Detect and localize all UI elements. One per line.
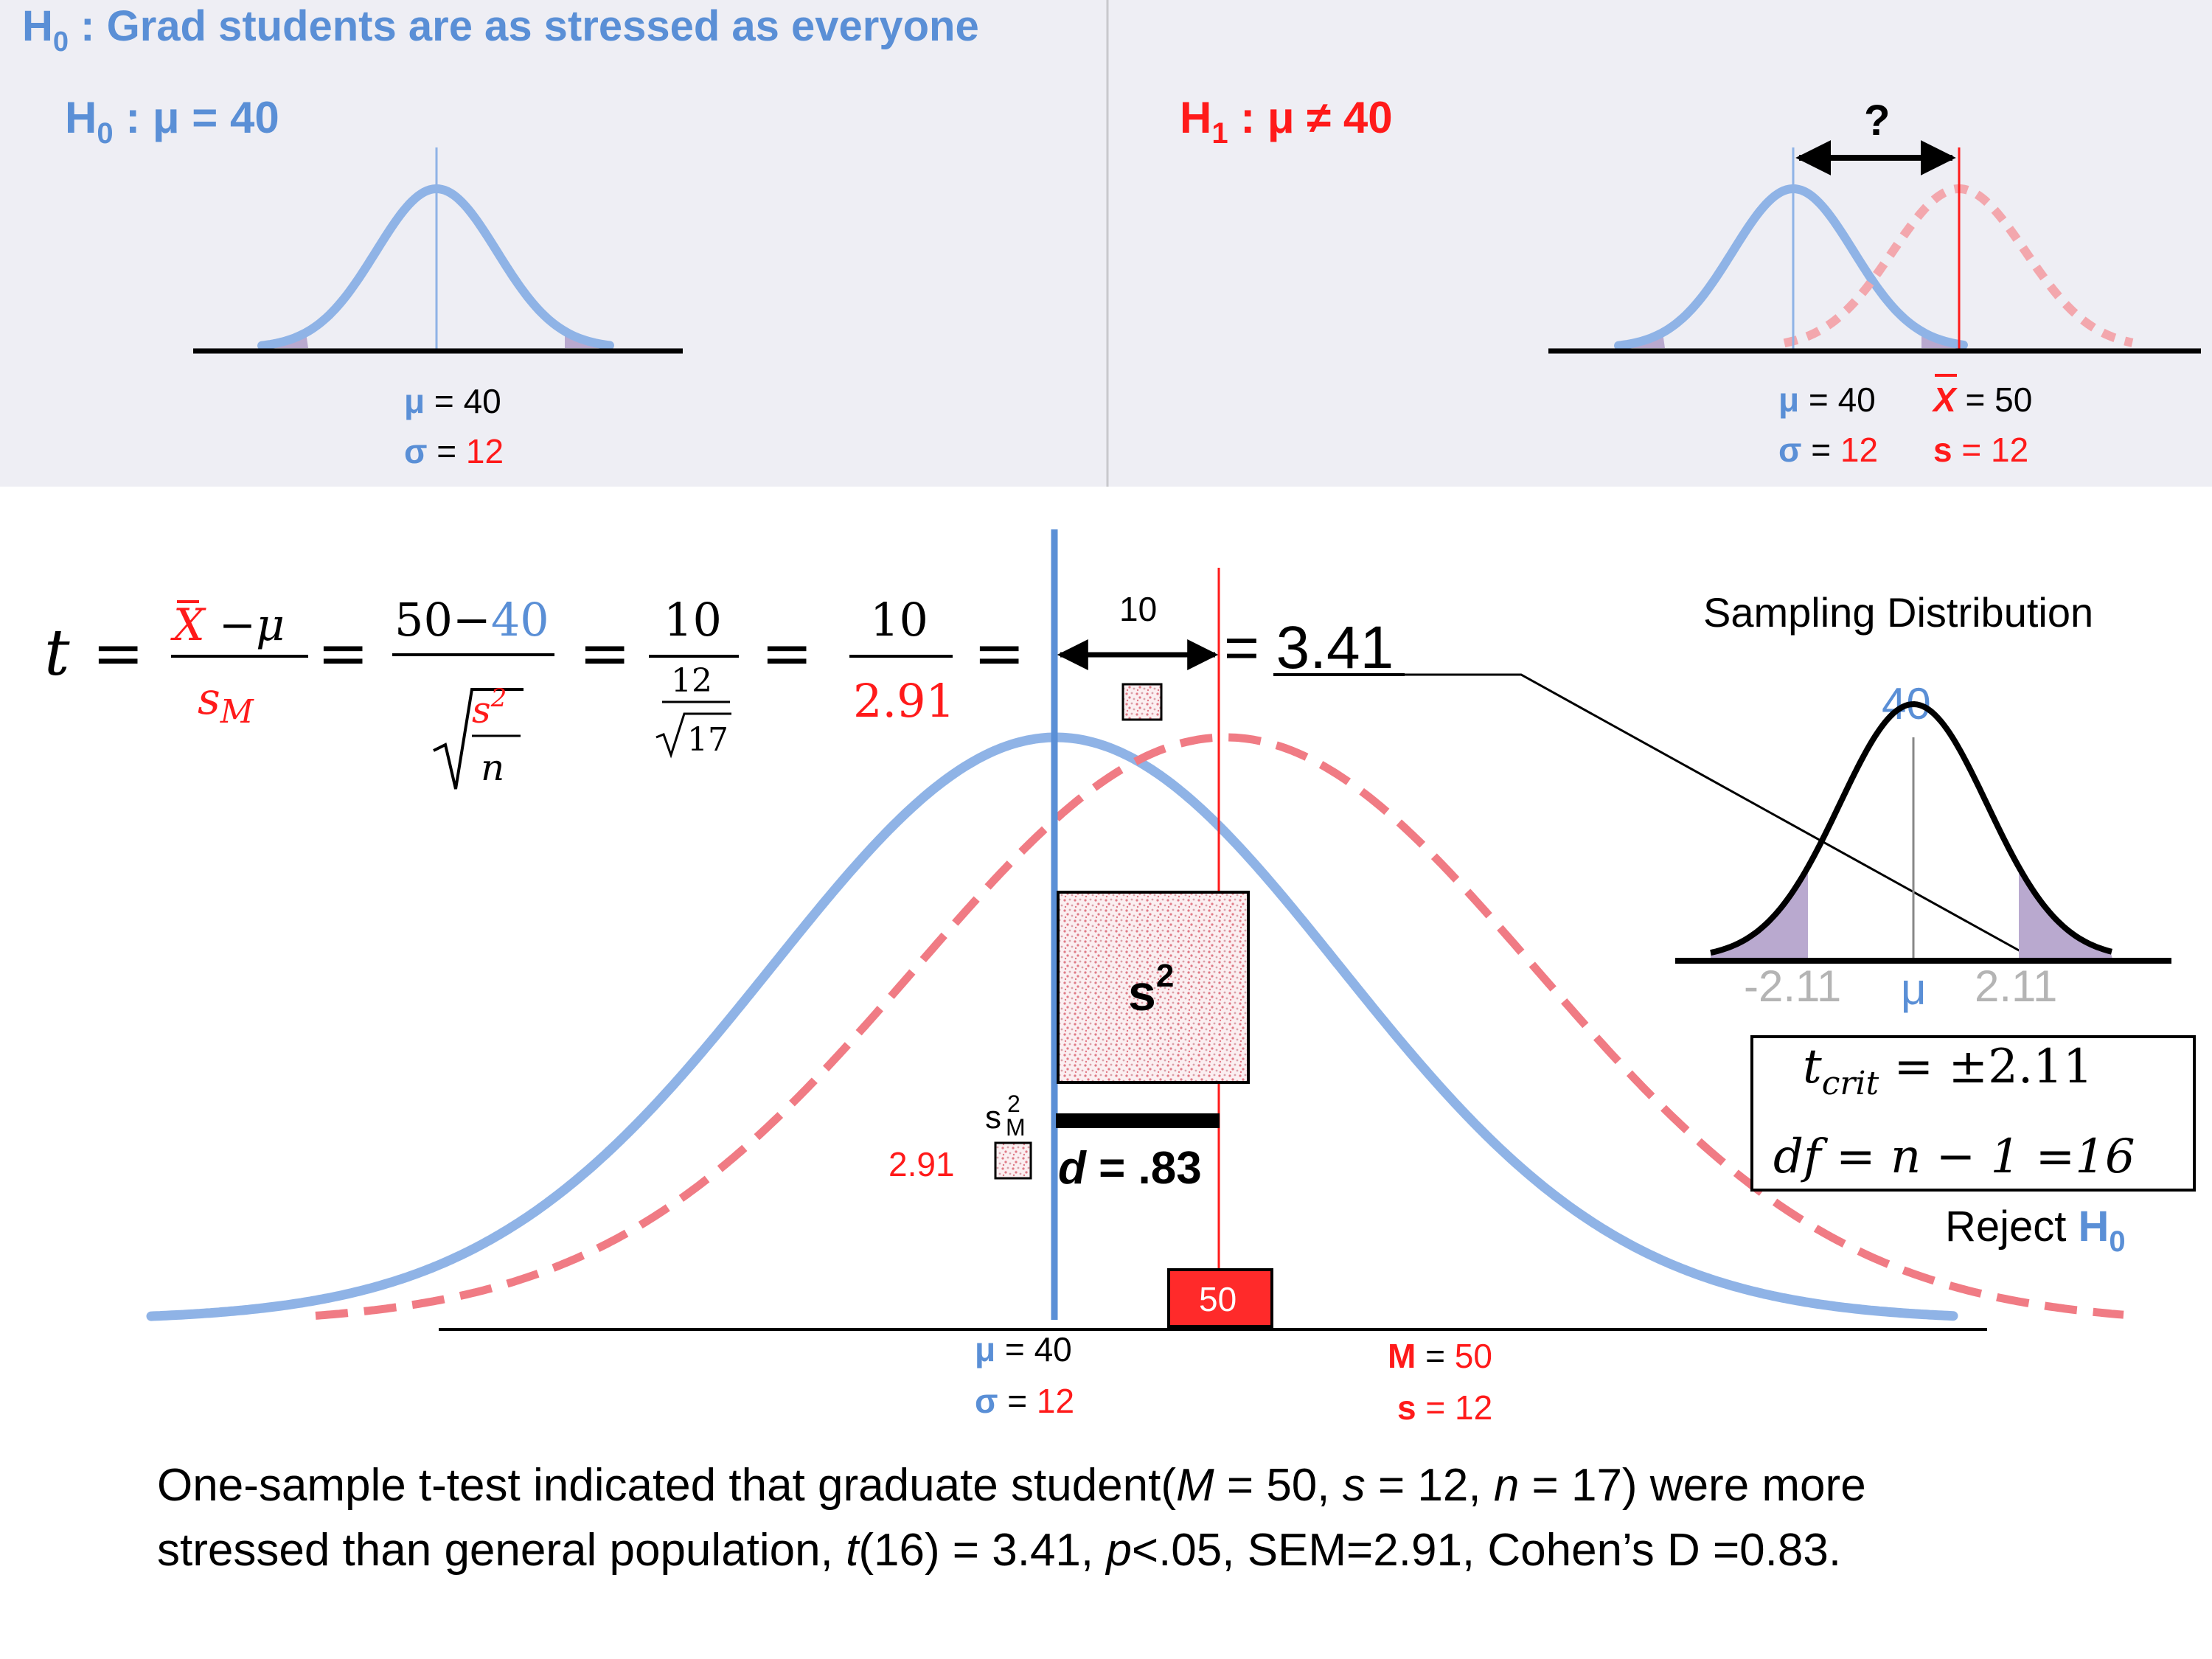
small-variance-square <box>1121 683 1163 721</box>
tcrit-line: tcrit = ±2.11 <box>1803 1040 2093 1102</box>
sampling-distribution <box>1675 700 2171 964</box>
sqrt-sign-2 <box>655 712 731 759</box>
equals-1: = <box>92 617 144 689</box>
t-formula: t = X −μ sM = 50−40 s2 n = 10 12 17 = 10… <box>44 590 2021 953</box>
sqrt-sign-1 <box>433 688 524 790</box>
fraction4-numerator: 10 <box>870 593 928 647</box>
difference-label: 10 <box>1119 590 1157 628</box>
sample-population-curve <box>315 733 2124 1320</box>
sm2-square <box>994 1141 1032 1180</box>
fraction3-den-num: 12 <box>671 662 712 700</box>
right-mu-label: μ = 40 <box>1778 380 1876 419</box>
null-hypothesis-label: H0 : μ = 40 <box>65 93 279 150</box>
t-symbol: t <box>44 616 70 690</box>
fraction2-numerator: 50−40 <box>394 593 549 647</box>
main-M-label: M = 50 <box>1388 1337 1492 1375</box>
fraction2-denominator-top: s2 <box>472 684 507 731</box>
conclusion-line-1: One-sample t-test indicated that graduat… <box>157 1460 1866 1511</box>
reject-decision: Reject H0 <box>1945 1203 2126 1258</box>
critical-value-box <box>1750 1035 2196 1192</box>
left-critical-region <box>1711 866 1808 959</box>
question-mark: ? <box>1864 97 1890 145</box>
sm2-exp: 2 <box>1007 1091 1020 1117</box>
df-line: df = n − 1 =16 <box>1773 1130 2135 1184</box>
sm2-value: 2.91 <box>888 1145 955 1183</box>
right-sigma-label: σ = 12 <box>1778 431 1878 469</box>
top-panel-background <box>0 0 2212 487</box>
right-critical-label: 2.11 <box>1975 961 2057 1011</box>
main-mu-label: μ = 40 <box>975 1330 1072 1368</box>
equals-3: = <box>579 617 630 689</box>
variance-label: s2 <box>1128 958 1174 1021</box>
right-critical-region <box>2019 866 2112 959</box>
left-mu-label: μ = 40 <box>404 382 501 420</box>
hypothesis-title: H0 : Grad students are as stressed as ev… <box>22 2 979 58</box>
null-curve <box>1614 184 1968 350</box>
equals-5: = <box>973 617 1025 689</box>
equals-4: = <box>761 617 813 689</box>
left-sigma-label: σ = 12 <box>404 432 504 470</box>
alt-hypothesis-label: H1 : μ ≠ 40 <box>1180 93 1393 150</box>
sm2-sub: M <box>1006 1114 1026 1141</box>
sm2-label: s <box>985 1099 1001 1135</box>
sample-mean-box <box>1167 1268 1273 1328</box>
cohens-d-label: d = .83 <box>1058 1143 1202 1194</box>
fraction3-den-den: 17 <box>687 721 728 759</box>
fraction1-numerator: X −μ <box>170 599 285 651</box>
conclusion-line-2: stressed than general population, t(16) … <box>157 1525 1841 1576</box>
main-sigma-label: σ = 12 <box>975 1382 1074 1420</box>
sampling-mu-label: μ <box>1901 964 1927 1014</box>
fraction4-denominator: 2.91 <box>853 674 955 728</box>
result-connector <box>1405 673 2021 953</box>
null-distribution-small <box>193 147 683 354</box>
t-result: = 3.41 <box>1224 614 1394 681</box>
left-critical-label: -2.11 <box>1744 961 1841 1011</box>
effect-size-bar <box>1056 1113 1220 1128</box>
t-distribution-curve <box>1710 700 2112 956</box>
sampling-title: Sampling Distribution <box>1703 589 2093 636</box>
xbar-label: X = 50 <box>1931 380 2032 419</box>
right-tail-shade <box>565 331 612 348</box>
main-s-label: s = 12 <box>1397 1388 1492 1427</box>
s-label: s = 12 <box>1933 431 2028 469</box>
fraction3-numerator: 10 <box>664 593 722 647</box>
fraction1-denominator: sM <box>198 673 254 731</box>
equals-2: = <box>317 617 369 689</box>
fraction2-denominator-bottom: n <box>481 746 504 789</box>
variance-square <box>1057 891 1250 1084</box>
sample-mean-box-label: 50 <box>1199 1280 1237 1318</box>
alt-distributions-small <box>1548 140 2201 354</box>
